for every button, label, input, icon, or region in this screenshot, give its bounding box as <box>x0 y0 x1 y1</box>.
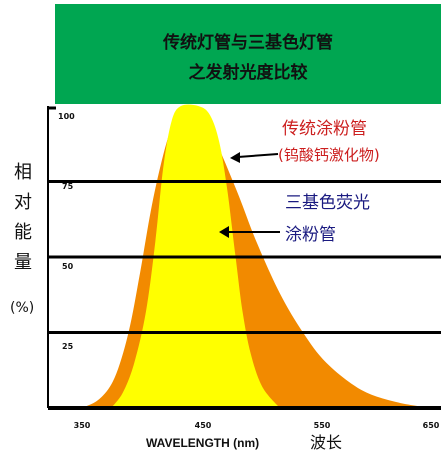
x-tick-label-650: 650 <box>423 421 440 430</box>
x-tick-label-350: 350 <box>74 421 91 430</box>
y-axis-label-char-1: 相 <box>14 162 32 183</box>
y-tick-label-50: 50 <box>62 262 74 271</box>
arrow-head-traditional <box>230 152 240 163</box>
series-label-trichromatic-line-1: 三基色荧光 <box>285 193 370 213</box>
chart-title-line-1: 传统灯管与三基色灯管 <box>162 32 333 53</box>
x-axis-label-cn: 波长 <box>310 433 342 452</box>
title-banner <box>55 4 441 104</box>
y-tick-label-75: 75 <box>62 182 74 191</box>
x-axis-label: WAVELENGTH (nm) <box>146 436 259 450</box>
arrow-line-traditional <box>237 153 279 158</box>
arrow-head-trichromatic <box>219 226 229 238</box>
y-axis-unit: (%) <box>10 300 34 316</box>
y-axis-label-char-2: 对 <box>14 192 32 213</box>
series-label-traditional-line-2: (钨酸钙激化物) <box>278 146 380 164</box>
y-axis-label-char-4: 量 <box>14 252 32 273</box>
grid-lines <box>48 106 441 334</box>
x-tick-label-450: 450 <box>195 421 212 430</box>
y-tick-label-100: 100 <box>58 112 75 121</box>
series-label-traditional-line-1: 传统涂粉管 <box>282 119 367 139</box>
y-axis-label-char-3: 能 <box>14 222 32 243</box>
x-tick-label-550: 550 <box>314 421 331 430</box>
series-label-trichromatic-line-2: 涂粉管 <box>285 225 336 245</box>
y-tick-label-25: 25 <box>62 342 74 351</box>
chart-title-line-2: 之发射光度比较 <box>189 62 308 83</box>
